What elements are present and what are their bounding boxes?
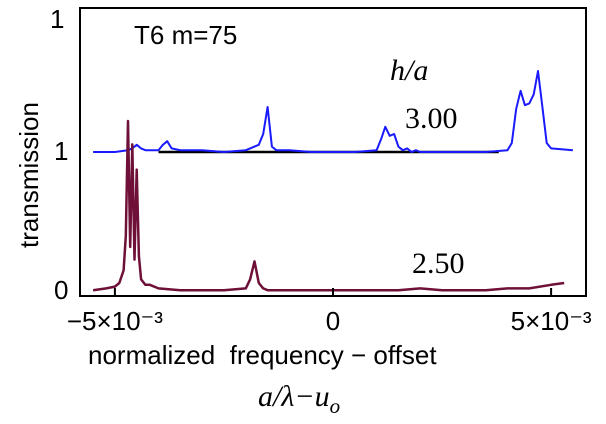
x-axis-label: normalized frequency − offset [88,340,437,370]
y-axis-label: transmission [14,102,44,248]
x-tick-label: 5×10⁻³ [511,306,592,336]
y-tick-label: 1 [50,4,64,34]
x-axis-formula-main: a/λ−u [258,380,330,413]
x-axis-formula-sub: o [330,394,341,418]
series-label-bottom: 2.50 [412,247,465,280]
y-tick-label: 0 [54,275,68,305]
x-tick-label: 0 [326,306,340,336]
x-axis-formula: a/λ−uo [258,380,340,418]
x-axis-ticks: −5×10⁻³ 0 5×10⁻³ [67,288,592,336]
series-line-3-00 [93,70,573,153]
y-tick-label: 1 [54,136,68,166]
series-line-2-50 [92,119,565,292]
series-label-top: 3.00 [405,102,458,135]
x-tick-label: −5×10⁻³ [67,306,163,336]
chart-annotation-title: T6 m=75 [134,20,237,50]
parameter-label: h/a [390,54,428,87]
